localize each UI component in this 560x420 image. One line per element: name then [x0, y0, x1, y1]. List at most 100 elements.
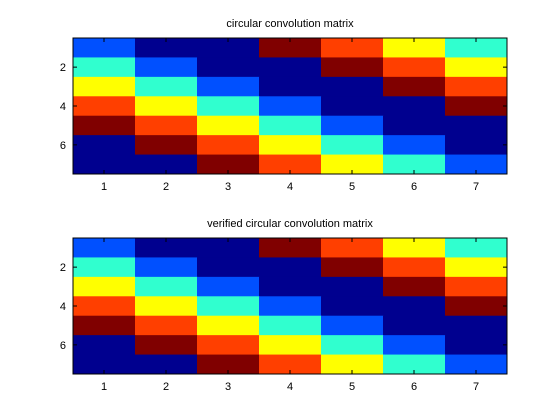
heatmap-cell	[445, 57, 508, 78]
heatmap-cell	[321, 115, 384, 136]
heatmap-cell	[73, 296, 136, 317]
chart-title-top: circular convolution matrix	[226, 18, 354, 30]
heatmap-cell	[73, 115, 136, 136]
heatmap-cell	[197, 154, 260, 175]
heatmap-cell	[445, 135, 508, 155]
heatmap-cell	[383, 354, 446, 375]
heatmap-cell	[73, 154, 136, 175]
heatmap-cell	[321, 296, 384, 317]
x-tick-label: 3	[225, 181, 231, 193]
heatmap-cell	[445, 115, 508, 136]
chart-title-bottom: verified circular convolution matrix	[207, 218, 373, 230]
heatmap-cell	[135, 154, 198, 175]
heatmap-cell	[445, 96, 508, 117]
heatmap-cell	[383, 296, 446, 317]
heatmap-cell	[73, 335, 136, 355]
heatmap-cell	[383, 276, 446, 297]
heatmap-cell	[259, 315, 322, 336]
x-tick-label: 4	[287, 381, 293, 393]
y-tick-label: 4	[60, 101, 66, 113]
heatmap-cell	[445, 238, 508, 258]
heatmap-cell	[135, 296, 198, 317]
heatmap-cell	[383, 96, 446, 117]
heatmap-cell	[135, 257, 198, 278]
heatmap-cell	[135, 76, 198, 97]
heatmap-cell	[383, 257, 446, 278]
heatmap-cell	[321, 154, 384, 175]
x-tick-label: 6	[411, 181, 417, 193]
x-tick-label: 2	[163, 181, 169, 193]
heatmap-cell	[259, 238, 322, 258]
x-tick-label: 5	[349, 181, 355, 193]
heatmap-cell	[383, 315, 446, 336]
x-tick-label: 5	[349, 381, 355, 393]
heatmap-cell	[383, 38, 446, 58]
heatmap-cell	[321, 335, 384, 355]
heatmap-cell	[135, 38, 198, 58]
heatmap-cell	[383, 76, 446, 97]
heatmap-cell	[135, 315, 198, 336]
heatmap-cell	[259, 154, 322, 175]
x-tick-label: 2	[163, 381, 169, 393]
heatmap-cell	[135, 276, 198, 297]
heatmap-cell	[445, 257, 508, 278]
heatmap-cell	[321, 315, 384, 336]
y-tick-label: 6	[60, 140, 66, 152]
heatmap-cell	[197, 296, 260, 317]
y-tick-label: 4	[60, 301, 66, 313]
heatmap-cell	[259, 57, 322, 78]
heatmap-cell	[445, 154, 508, 175]
heatmap-cell	[321, 354, 384, 375]
heatmap-cell	[383, 154, 446, 175]
heatmap-cell	[197, 38, 260, 58]
heatmap-cell	[135, 335, 198, 355]
heatmap-panel-top: circular convolution matrix 1 2 3 4 5 6 7 2 4 6	[60, 18, 508, 193]
heatmap-cell	[383, 115, 446, 136]
heatmap-cell	[135, 238, 198, 258]
heatmap-cell	[383, 57, 446, 78]
x-tick-label: 1	[101, 181, 107, 193]
heatmap-cell	[197, 276, 260, 297]
x-tick-label: 7	[473, 381, 479, 393]
heatmap-cells-top	[73, 38, 508, 175]
heatmap-cell	[445, 315, 508, 336]
heatmap-cell	[197, 135, 260, 155]
heatmap-cell	[445, 276, 508, 297]
heatmap-cell	[197, 335, 260, 355]
y-tick-label: 2	[60, 262, 66, 274]
heatmap-cell	[73, 276, 136, 297]
heatmap-cell	[135, 354, 198, 375]
axis-ticks-bottom: 1 2 3 4 5 6 7 2 4 6	[60, 238, 507, 393]
heatmap-cell	[321, 238, 384, 258]
heatmap-cell	[135, 57, 198, 78]
heatmap-cell	[321, 76, 384, 97]
heatmap-cell	[259, 276, 322, 297]
heatmap-cell	[197, 76, 260, 97]
heatmap-cell	[135, 96, 198, 117]
heatmap-cell	[259, 96, 322, 117]
heatmap-cell	[73, 76, 136, 97]
heatmap-cell	[321, 57, 384, 78]
heatmap-cell	[197, 115, 260, 136]
heatmap-cell	[383, 135, 446, 155]
heatmap-panel-bottom: verified circular convolution matrix 1 2 3…	[60, 218, 508, 393]
heatmap-cell	[321, 135, 384, 155]
heatmap-cell	[73, 96, 136, 117]
heatmap-cell	[197, 354, 260, 375]
heatmap-cell	[73, 354, 136, 375]
heatmap-cell	[259, 76, 322, 97]
x-tick-label: 1	[101, 381, 107, 393]
heatmap-cell	[197, 57, 260, 78]
heatmap-cell	[259, 354, 322, 375]
heatmap-cell	[259, 115, 322, 136]
heatmap-cells-bottom	[73, 238, 508, 375]
axis-ticks-top: 1 2 3 4 5 6 7 2 4 6	[60, 38, 507, 193]
heatmap-cell	[197, 96, 260, 117]
heatmap-cell	[383, 238, 446, 258]
heatmap-cell	[445, 335, 508, 355]
heatmap-cell	[445, 38, 508, 58]
heatmap-cell	[259, 335, 322, 355]
x-tick-label: 7	[473, 181, 479, 193]
heatmap-cell	[135, 115, 198, 136]
